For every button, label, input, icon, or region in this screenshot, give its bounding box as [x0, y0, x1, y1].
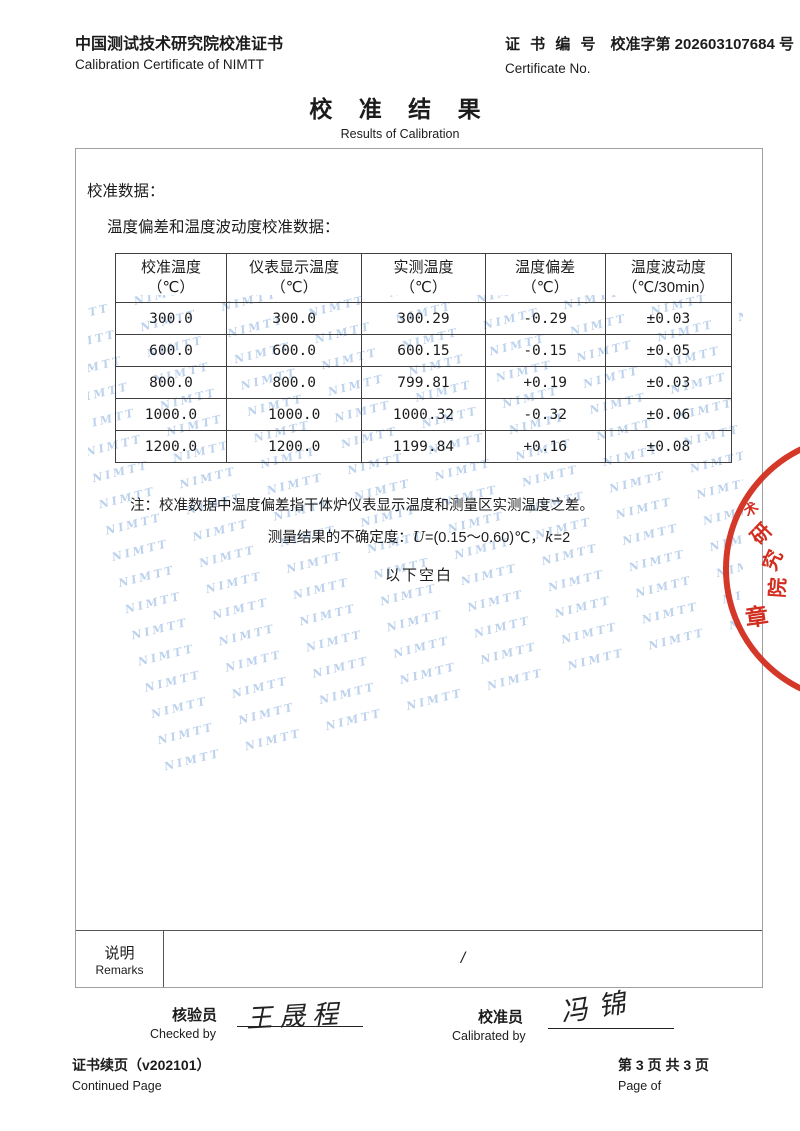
deviation-note: 注：校准数据中温度偏差指干体炉仪表显示温度和测量区实测温度之差。: [130, 498, 594, 514]
header-temp-deviation-unit: （℃）: [521, 279, 569, 296]
calibrated-by-signature-line: [548, 1027, 674, 1029]
header-cell-measured-temp: 实测温度 （℃）: [361, 253, 486, 303]
certificate-number-line: 证 书 编 号 校准字第 202603107684 号: [505, 33, 794, 54]
table-cell: +0.19: [484, 366, 606, 399]
table-cell: 600.0: [115, 334, 227, 367]
certificate-number-label-en: Certificate No.: [505, 61, 591, 76]
table-cell: 799.81: [361, 366, 486, 399]
results-content-box: NIMTT NIMTT NIMTT NIMTT NIMTT NIMTT NIMT…: [75, 148, 763, 988]
remarks-label-zh: 说明: [104, 944, 135, 962]
table-cell: 800.0: [115, 366, 227, 399]
calibrated-by-label-zh: 校准员: [478, 1009, 524, 1026]
footer-continued-page-zh: 证书续页（v202101）: [72, 1057, 211, 1073]
checked-by-signature-line: [237, 1025, 363, 1027]
watermark-row: NIMTT NIMTT NIMTT NIMTT NIMTT NIMTT NIMT…: [149, 473, 743, 721]
blank-below-text: 以下空白: [384, 567, 453, 584]
uncertainty-statement: 测量结果的不确定度：U=(0.15～0.60)℃，k=2: [76, 526, 762, 547]
table-row: 1200.0 1200.0 1199.84 +0.16 ±0.08: [115, 430, 733, 463]
table-cell: 1000.0: [115, 398, 227, 431]
table-cell: ±0.03: [604, 302, 733, 335]
remarks-label: 说明 Remarks: [76, 931, 164, 987]
header-cell-temp-fluctuation: 温度波动度 （℃/30min）: [604, 253, 733, 303]
remarks-label-en: Remarks: [95, 962, 144, 977]
header-temp-fluctuation-unit: （℃/30min）: [622, 279, 715, 296]
table-cell: 300.0: [115, 302, 227, 335]
watermark-row: NIMTT NIMTT NIMTT NIMTT NIMTT NIMTT NIMT…: [136, 420, 743, 669]
table-cell: ±0.05: [604, 334, 733, 367]
table-cell: 1199.84: [361, 430, 486, 463]
table-cell: 1000.0: [225, 398, 363, 431]
table-cell: ±0.03: [604, 366, 733, 399]
uncertainty-k-value: =2: [553, 530, 571, 546]
uncertainty-prefix: 测量结果的不确定度：: [267, 530, 413, 546]
footer-continued-page-en: Continued Page: [72, 1079, 162, 1093]
header-indicated-temp-unit: （℃）: [270, 279, 318, 296]
uncertainty-u-symbol: U: [412, 530, 426, 546]
table-cell: 300.29: [361, 302, 486, 335]
table-caption: 温度偏差和温度波动度校准数据：: [107, 219, 340, 236]
calibration-data-label: 校准数据：: [87, 183, 165, 200]
table-cell: -0.29: [484, 302, 606, 335]
header-cell-cal-temp: 校准温度 （℃）: [115, 253, 227, 303]
table-cell: 1000.32: [361, 398, 486, 431]
table-row: 600.0 600.0 600.15 -0.15 ±0.05: [115, 334, 733, 367]
table-cell: +0.16: [484, 430, 606, 463]
header-measured-temp-line1: 实测温度: [393, 259, 454, 276]
table-cell: 800.0: [225, 366, 363, 399]
table-cell: -0.15: [484, 334, 606, 367]
header-cal-temp-line1: 校准温度: [140, 259, 201, 276]
table-cell: 600.0: [225, 334, 363, 367]
remarks-value: /: [460, 950, 466, 967]
checked-by-label-en: Checked by: [150, 1027, 217, 1041]
table-cell: ±0.06: [604, 398, 733, 431]
table-cell: -0.32: [484, 398, 606, 431]
calibrated-by-label-en: Calibrated by: [452, 1029, 526, 1043]
uncertainty-k-symbol: k: [544, 530, 554, 546]
uncertainty-range: =(0.15～0.60)℃，: [425, 530, 545, 546]
table-row: 800.0 800.0 799.81 +0.19 ±0.03: [115, 366, 733, 399]
header-cell-indicated-temp: 仪表显示温度 （℃）: [225, 253, 363, 303]
remarks-row: 说明 Remarks /: [76, 930, 762, 987]
table-row: 1000.0 1000.0 1000.32 -0.32 ±0.06: [115, 398, 733, 431]
org-title-zh: 中国测试技术研究院校准证书: [75, 36, 284, 53]
page-title-en: Results of Calibration: [340, 127, 460, 141]
checked-by-signature: 王晟程: [245, 999, 346, 1035]
table-row: 300.0 300.0 300.29 -0.29 ±0.03: [115, 302, 733, 335]
header-temp-fluctuation-line1: 温度波动度: [630, 259, 706, 276]
page-title-zh: 校 准 结 果: [309, 96, 491, 122]
footer-page-number-en: Page of: [618, 1079, 662, 1093]
table-cell: 600.15: [361, 334, 486, 367]
table-header-row: 校准温度 （℃） 仪表显示温度 （℃） 实测温度 （℃） 温度偏差 （℃） 温度…: [115, 253, 733, 303]
header-indicated-temp-line1: 仪表显示温度: [249, 259, 340, 276]
calibration-data-table: 校准温度 （℃） 仪表显示温度 （℃） 实测温度 （℃） 温度偏差 （℃） 温度…: [115, 253, 733, 463]
table-cell: ±0.08: [604, 430, 733, 463]
table-cell: 1200.0: [225, 430, 363, 463]
stamp-arc-char-4: 院: [764, 576, 791, 599]
stamp-bottom-char: 章: [743, 602, 771, 633]
certificate-number-label-zh: 证 书 编 号: [505, 36, 599, 53]
footer-page-number-zh: 第 3 页 共 3 页: [618, 1057, 710, 1073]
header-cal-temp-unit: （℃）: [147, 279, 195, 296]
table-cell: 1200.0: [115, 430, 227, 463]
header-temp-deviation-line1: 温度偏差: [515, 259, 576, 276]
header-cell-temp-deviation: 温度偏差 （℃）: [484, 253, 606, 303]
org-title-en: Calibration Certificate of NIMTT: [75, 57, 265, 72]
table-cell: 300.0: [225, 302, 363, 335]
header-measured-temp-unit: （℃）: [400, 279, 447, 296]
certificate-number-value: 校准字第 202603107684 号: [610, 36, 794, 53]
checked-by-label-zh: 核验员: [172, 1007, 218, 1024]
